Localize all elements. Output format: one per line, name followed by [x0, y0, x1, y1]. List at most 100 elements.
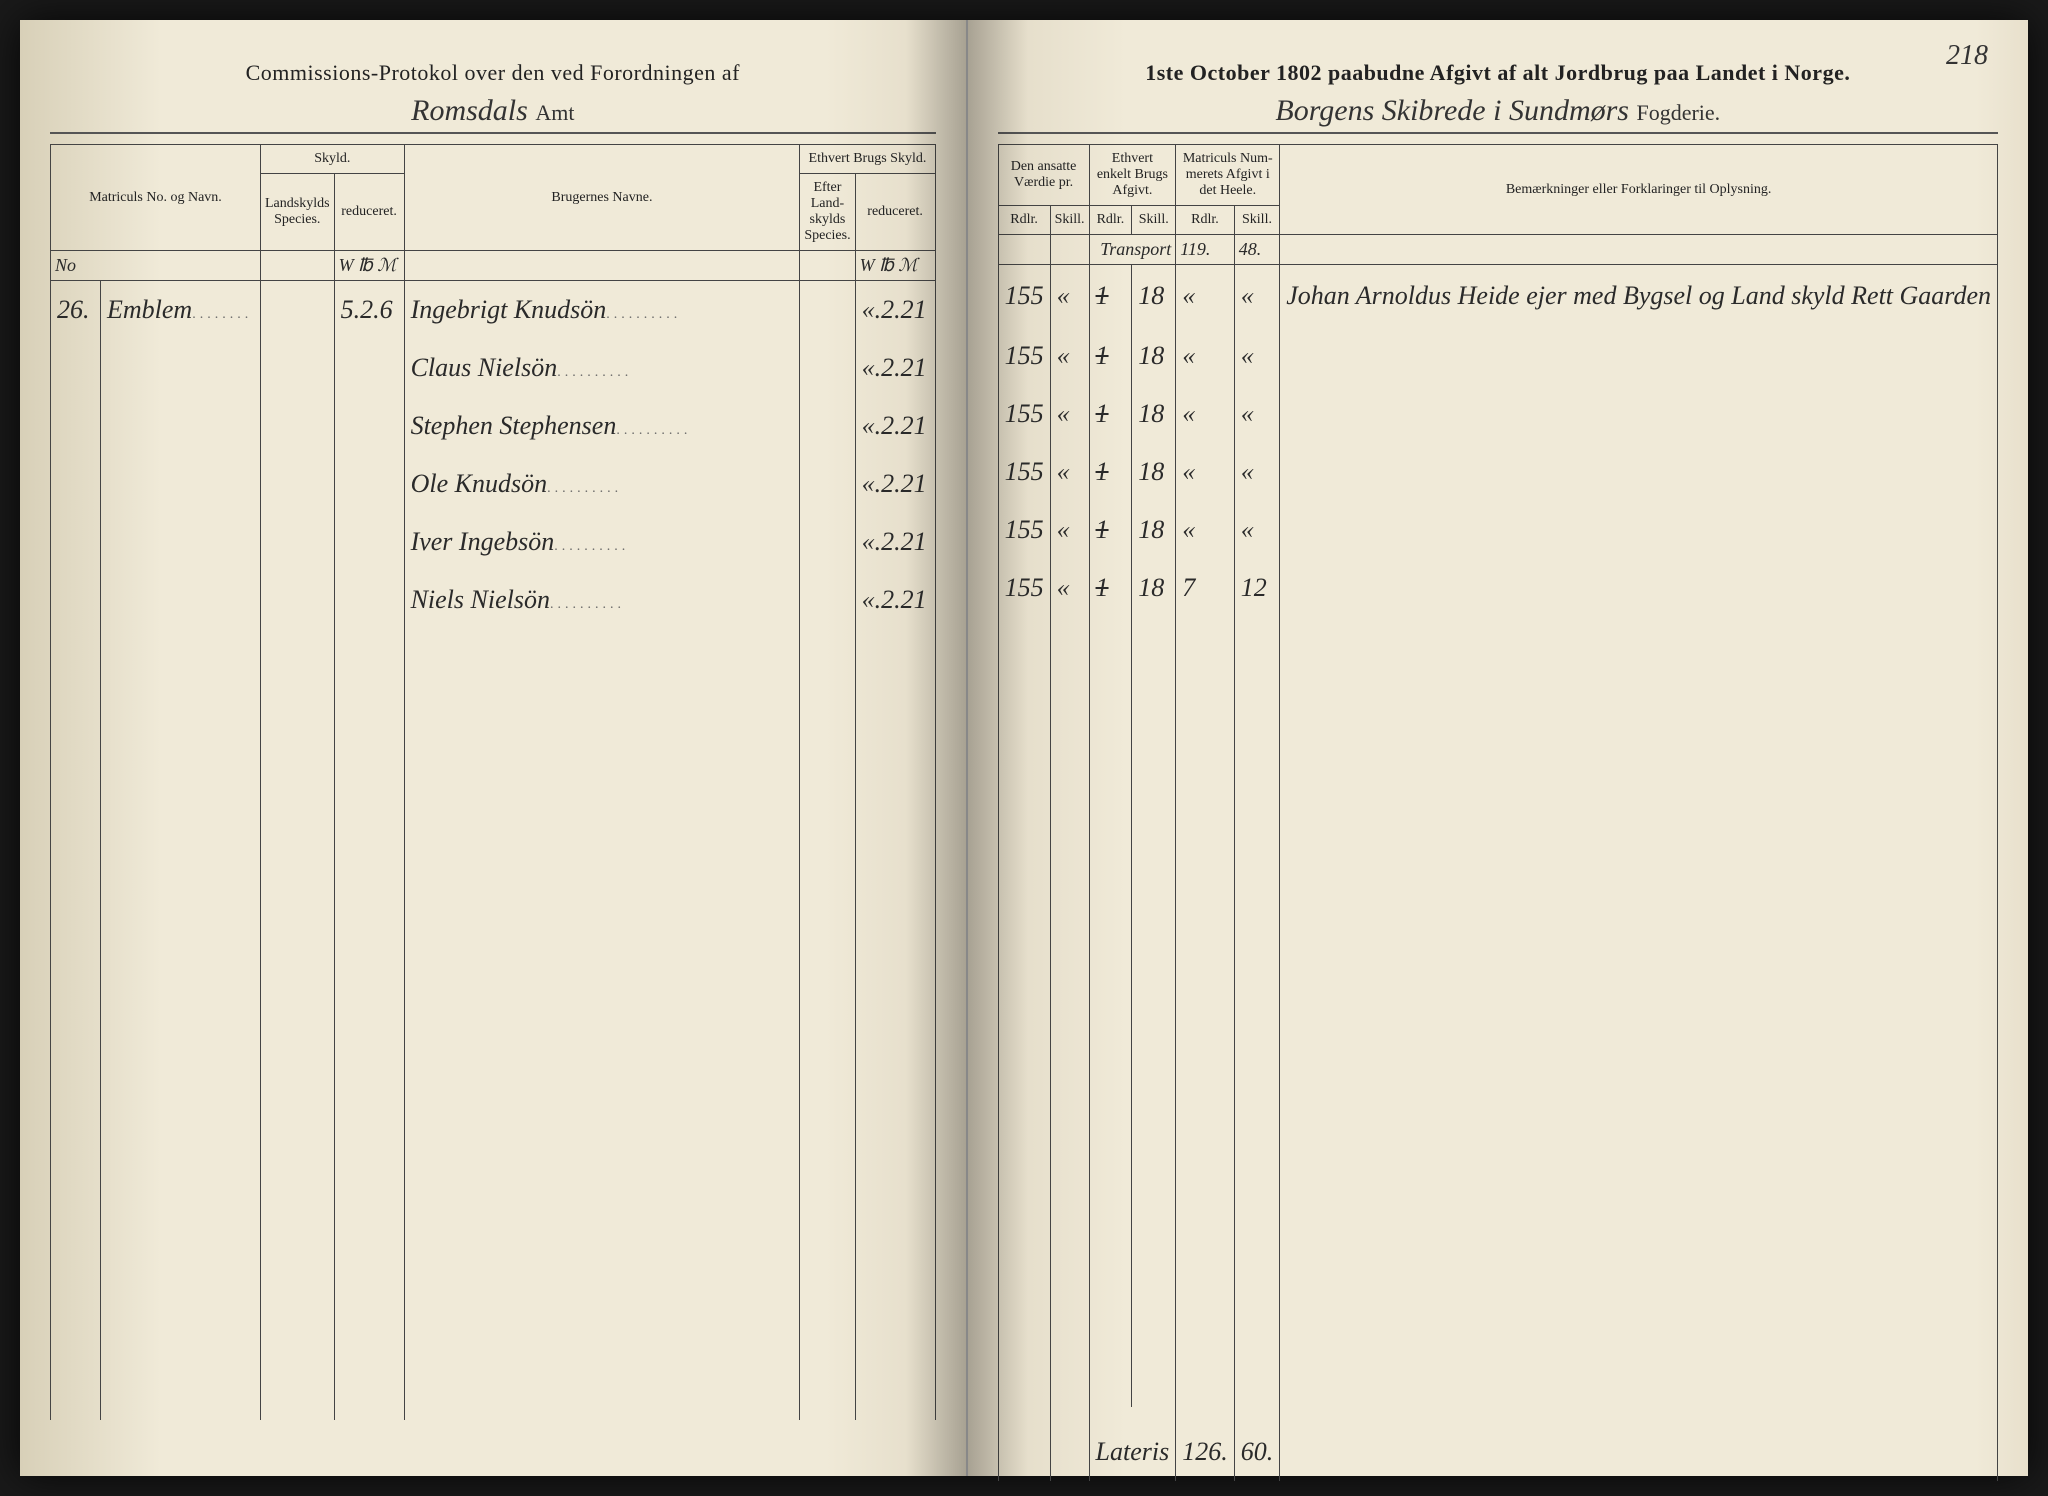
cell-blank	[261, 281, 335, 340]
cell-name	[101, 339, 261, 397]
table-row: Claus Nielsön..........«.2.21	[51, 339, 936, 397]
cell-afg2: 18	[1132, 385, 1176, 443]
cell-v2: «	[1050, 501, 1089, 559]
cell-blank	[800, 281, 855, 340]
cell-blank	[261, 513, 335, 571]
cell-remark	[1280, 501, 1998, 559]
sub-skill3: Skill.	[1234, 206, 1280, 235]
cell-skyld	[334, 339, 404, 397]
cell-name	[101, 513, 261, 571]
cell-remark	[1280, 443, 1998, 501]
col-reduceret1: reduceret.	[334, 174, 404, 251]
cell-afg1: 1	[1089, 559, 1132, 617]
cell-no	[51, 571, 101, 629]
cell-afg2: 18	[1132, 327, 1176, 385]
cell-no	[51, 397, 101, 455]
table-row: Ole Knudsön..........«.2.21	[51, 455, 936, 513]
cell-v2: «	[1050, 327, 1089, 385]
table-row: 155«118««	[998, 501, 1997, 559]
cell-blank	[800, 571, 855, 629]
table-row: Niels Nielsön..........«.2.21	[51, 571, 936, 629]
sub-skill1: Skill.	[1050, 206, 1089, 235]
cell-afg1: 1	[1089, 265, 1132, 327]
cell-blank	[800, 455, 855, 513]
table-row: Stephen Stephensen..........«.2.21	[51, 397, 936, 455]
table-row: 155«118««	[998, 327, 1997, 385]
cell-v2: «	[1050, 443, 1089, 501]
cell-remark	[1280, 327, 1998, 385]
cell-afg2: 18	[1132, 501, 1176, 559]
cell-blank	[800, 339, 855, 397]
col-efter: Efter Land-skylds Species.	[800, 174, 855, 251]
transport-skill: 48.	[1234, 235, 1280, 265]
left-page: Commissions-Protokol over den ved Forord…	[20, 20, 968, 1476]
page-number: 218	[1946, 40, 1988, 72]
cell-tot2: «	[1234, 385, 1280, 443]
cell-no	[51, 339, 101, 397]
cell-skyld: 5.2.6	[334, 281, 404, 340]
cell-blank	[800, 513, 855, 571]
cell-tot2: «	[1234, 501, 1280, 559]
lateris-row: Lateris126.60.	[998, 1407, 1997, 1481]
spine-shadow	[968, 20, 1028, 1476]
right-header-text: 1ste October 1802 paabudne Afgivt af alt…	[1145, 60, 1850, 85]
table-row: Iver Ingebsön..........«.2.21	[51, 513, 936, 571]
cell-tot1: «	[1176, 265, 1235, 327]
cell-afg2: 18	[1132, 443, 1176, 501]
cell-remark	[1280, 385, 1998, 443]
unit-blank3	[800, 251, 855, 281]
cell-afg1: 1	[1089, 501, 1132, 559]
cell-blank	[800, 397, 855, 455]
no-label: No	[51, 251, 261, 281]
lateris-rdlr: 126.	[1176, 1407, 1235, 1481]
transport-label: Transport	[1089, 235, 1176, 265]
right-subheader: Borgens Skibrede i Sundmørs Fogderie.	[998, 94, 1998, 134]
cell-tot1: 7	[1176, 559, 1235, 617]
lateris-label: Lateris	[1089, 1407, 1176, 1481]
col-bemerk: Bemærkninger eller Forklaringer til Oply…	[1280, 145, 1998, 235]
cell-bruger: Ingebrigt Knudsön..........	[404, 281, 800, 340]
cell-afg1: 1	[1089, 443, 1132, 501]
cell-name: Emblem........	[101, 281, 261, 340]
cell-tot2: «	[1234, 443, 1280, 501]
col-matriculs: Matriculs No. og Navn.	[51, 145, 261, 251]
cell-bruger: Niels Nielsön..........	[404, 571, 800, 629]
cell-bruger: Stephen Stephensen..........	[404, 397, 800, 455]
cell-v2: «	[1050, 265, 1089, 327]
table-row: 26.Emblem........ 5.2.6Ingebrigt Knudsön.…	[51, 281, 936, 340]
cell-bruger: Ole Knudsön..........	[404, 455, 800, 513]
cell-skyld	[334, 397, 404, 455]
right-ledger-table: Den ansatte Værdie pr. Ethvert enkelt Br…	[998, 144, 1998, 1481]
amt-script: Romsdals	[411, 94, 528, 127]
unit-blank	[261, 251, 335, 281]
cell-blank	[261, 397, 335, 455]
cell-afg1: 1	[1089, 385, 1132, 443]
cell-bruger: Claus Nielsön..........	[404, 339, 800, 397]
left-subheader: Romsdals Amt	[50, 94, 936, 134]
col-enkelt: Ethvert enkelt Brugs Afgivt.	[1089, 145, 1176, 206]
table-row: 155«118««	[998, 443, 1997, 501]
cell-tot1: «	[1176, 443, 1235, 501]
col-skyld: Skyld.	[261, 145, 405, 174]
col-brugernes: Brugernes Navne.	[404, 145, 800, 251]
cell-no: 26.	[51, 281, 101, 340]
spine-shadow	[906, 20, 966, 1476]
cell-afg1: 1	[1089, 327, 1132, 385]
cell-name	[101, 397, 261, 455]
fogderie-script: Borgens Skibrede i Sundmørs	[1275, 94, 1629, 127]
col-landskyld: Landskylds Species.	[261, 174, 335, 251]
sub-skill2: Skill.	[1132, 206, 1176, 235]
cell-name	[101, 571, 261, 629]
book-spread: Commissions-Protokol over den ved Forord…	[20, 20, 2028, 1476]
transport-rdlr: 119.	[1176, 235, 1235, 265]
cell-name	[101, 455, 261, 513]
cell-afg2: 18	[1132, 265, 1176, 327]
cell-skyld	[334, 571, 404, 629]
cell-blank	[261, 571, 335, 629]
cell-bruger: Iver Ingebsön..........	[404, 513, 800, 571]
cell-tot2: «	[1234, 265, 1280, 327]
cell-tot1: «	[1176, 385, 1235, 443]
sub-rdlr3: Rdlr.	[1176, 206, 1235, 235]
cell-remark: Johan Arnoldus Heide ejer med Bygsel og …	[1280, 265, 1998, 327]
cell-remark	[1280, 559, 1998, 617]
